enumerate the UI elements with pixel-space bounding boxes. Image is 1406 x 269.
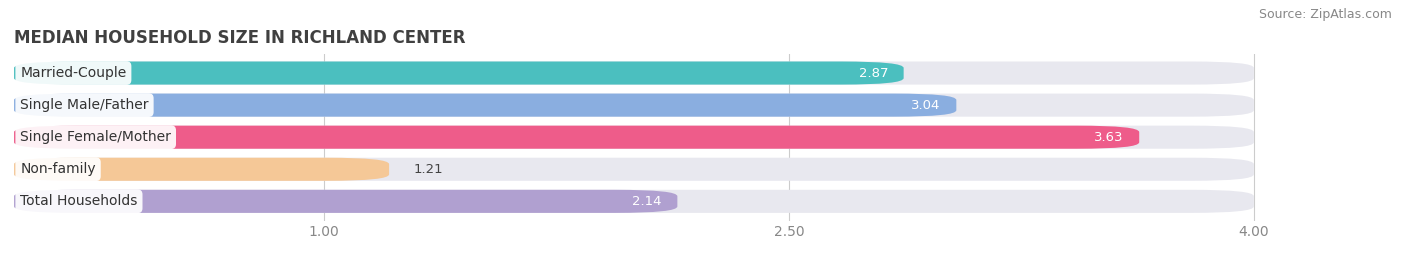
FancyBboxPatch shape bbox=[14, 94, 956, 117]
Text: MEDIAN HOUSEHOLD SIZE IN RICHLAND CENTER: MEDIAN HOUSEHOLD SIZE IN RICHLAND CENTER bbox=[14, 29, 465, 47]
Text: Source: ZipAtlas.com: Source: ZipAtlas.com bbox=[1258, 8, 1392, 21]
FancyBboxPatch shape bbox=[14, 94, 1254, 117]
FancyBboxPatch shape bbox=[14, 190, 1254, 213]
Text: 1.21: 1.21 bbox=[413, 163, 443, 176]
FancyBboxPatch shape bbox=[14, 62, 1254, 84]
Text: Non-family: Non-family bbox=[20, 162, 96, 176]
FancyBboxPatch shape bbox=[14, 158, 389, 181]
FancyBboxPatch shape bbox=[14, 126, 1139, 149]
Text: 2.14: 2.14 bbox=[633, 195, 662, 208]
Text: Married-Couple: Married-Couple bbox=[20, 66, 127, 80]
Text: Single Male/Father: Single Male/Father bbox=[20, 98, 149, 112]
Text: 2.87: 2.87 bbox=[859, 66, 889, 80]
Text: Total Households: Total Households bbox=[20, 194, 138, 208]
FancyBboxPatch shape bbox=[14, 190, 678, 213]
Text: 3.04: 3.04 bbox=[911, 99, 941, 112]
FancyBboxPatch shape bbox=[14, 126, 1254, 149]
Text: Single Female/Mother: Single Female/Mother bbox=[20, 130, 172, 144]
FancyBboxPatch shape bbox=[14, 158, 1254, 181]
FancyBboxPatch shape bbox=[14, 62, 904, 84]
Text: 3.63: 3.63 bbox=[1094, 131, 1123, 144]
